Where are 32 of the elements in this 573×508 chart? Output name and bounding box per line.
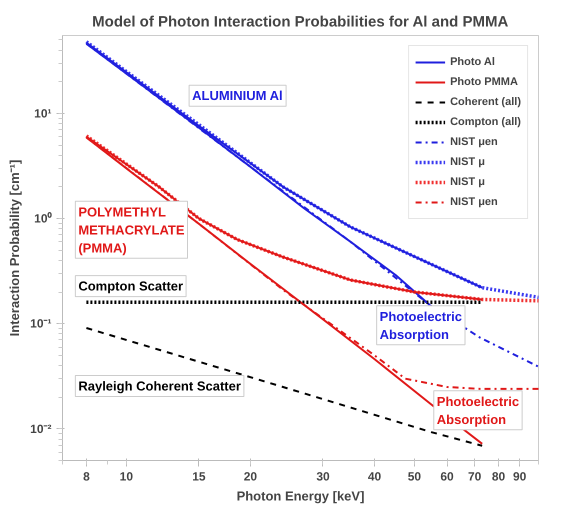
x-tick-label: 80	[492, 470, 506, 484]
chart-title: Model of Photon Interaction Probabilities for Al and PMMA	[92, 14, 508, 30]
x-tick-label: 10	[120, 470, 134, 484]
legend-label: Photo Al	[450, 55, 495, 69]
y-axis-title: Interaction Probability [cm⁻¹]	[7, 160, 22, 336]
x-tick-label: 70	[468, 470, 482, 484]
legend-label: NIST μen	[450, 195, 498, 209]
annotation: Rayleigh Coherent Scatter	[78, 378, 241, 394]
x-tick-label: 60	[440, 470, 454, 484]
x-tick-label: 50	[408, 470, 422, 484]
legend-label: NIST μen	[450, 135, 498, 149]
x-tick-label: 8	[83, 470, 90, 484]
x-tick-label: 20	[244, 470, 258, 484]
x-tick-label: 40	[368, 470, 382, 484]
x-tick-label: 15	[192, 470, 206, 484]
legend-label: Compton (all)	[450, 115, 521, 129]
annotation: POLYMETHYL METHACRYLATE (PMMA)	[78, 204, 185, 256]
annotation: Photoelectric Absorption	[380, 308, 462, 342]
annotation: ALUMINIUM Al	[192, 88, 283, 104]
legend-label: Coherent (all)	[450, 95, 521, 109]
annotation: Compton Scatter	[78, 278, 184, 294]
y-tick-label: 10⁻¹	[30, 316, 52, 331]
y-tick-label: 10⁰	[34, 212, 52, 226]
legend-label: NIST μ	[450, 175, 485, 189]
legend-label: Photo PMMA	[450, 75, 518, 89]
y-tick-label: 10¹	[34, 106, 52, 120]
y-tick-label: 10⁻²	[30, 422, 52, 436]
x-tick-label: 30	[316, 470, 330, 484]
annotation: Photoelectric Absorption	[436, 394, 520, 427]
x-tick-label: 90	[512, 470, 527, 484]
legend-label: NIST μ	[450, 155, 485, 169]
x-axis-title: Photon Energy [keV]	[236, 488, 364, 504]
